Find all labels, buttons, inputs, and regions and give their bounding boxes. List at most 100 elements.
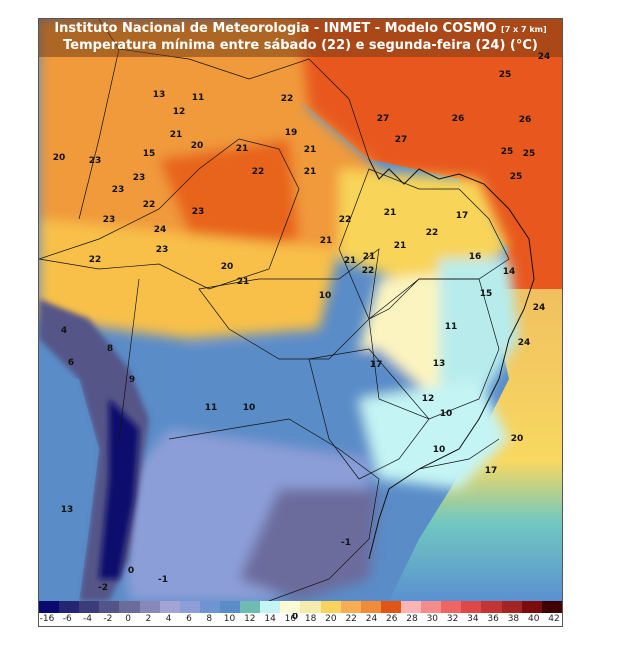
temperature-label: 23 [155,245,169,255]
colorbar-tick-label: 24 [365,614,378,624]
temperature-label: 10 [242,403,256,413]
colorbar-tick-label: 34 [467,614,479,624]
temperature-label: 13 [152,90,166,100]
colorbar-tick-label: 32 [446,614,459,624]
temperature-label: 25 [509,172,523,182]
colorbar-tick-label: -6 [62,614,72,624]
colorbar-tick-label: 2 [145,614,152,624]
colorbar-tick-label: 10 [223,614,236,624]
temperature-label: 23 [102,215,116,225]
temperature-label: 27 [394,135,408,145]
colorbar-swatch [119,601,140,613]
temperature-label: -2 [98,583,108,593]
temperature-label: 21 [319,236,333,246]
map-frame: Instituto Nacional de Meteorologia - INM… [38,18,563,627]
temperature-label: 20 [510,434,524,444]
colorbar-tick-label: 40 [527,614,540,624]
temperature-label: 9 [128,375,136,385]
colorbar-tick-label: 14 [264,614,276,624]
colorbar-swatch [320,601,341,613]
temperature-label: 6 [67,358,75,368]
temperature-label: 26 [518,115,532,125]
colorbar-tick-label: 8 [206,614,213,624]
colorbar-swatch [59,601,80,613]
colorbar-swatch [441,601,462,613]
temperature-label: 22 [280,94,294,104]
temperature-label: 21 [343,256,357,266]
temperature-label: 22 [142,200,156,210]
colorbar-swatch [99,601,120,613]
temperature-label: 23 [111,185,125,195]
colorbar-swatch [400,601,422,613]
temperature-label: 8 [106,344,114,354]
colorbar-swatch [501,601,522,613]
colorbar [39,601,562,613]
temperature-map [39,19,562,601]
temperature-label: 10 [432,445,446,455]
temperature-label: 24 [537,52,551,62]
temperature-label: 24 [153,225,167,235]
colorbar-tick-label: 22 [345,614,357,624]
atlantic-north [239,19,562,319]
temperature-label: 13 [60,505,74,515]
temperature-label: 10 [439,409,453,419]
colorbar-swatch [240,601,261,613]
temperature-label: 21 [303,145,317,155]
temperature-label: 20 [190,141,204,151]
temperature-label: 4 [60,326,68,336]
temperature-label: 10 [318,291,332,301]
colorbar-swatch [139,601,160,613]
map-resolution: [7 x 7 km] [501,25,547,34]
temperature-label: 12 [421,394,435,404]
colorbar-swatch [159,601,180,613]
temperature-label: 24 [517,338,531,348]
colorbar-swatch [380,601,401,613]
temperature-label: 25 [522,149,536,159]
colorbar-swatch [360,601,381,613]
colorbar-swatch [199,601,220,613]
colorbar-tick-label: 20 [325,614,337,624]
colorbar-swatch [541,601,562,613]
colorbar-tick-label: 4 [165,614,172,624]
temperature-label: 23 [191,207,205,217]
temperature-label: 20 [52,153,66,163]
colorbar-swatch [481,601,502,613]
temperature-label: 11 [204,403,218,413]
colorbar-swatch [39,601,60,613]
colorbar-tick-label: 36 [487,614,499,624]
temperature-label: 19 [284,128,298,138]
temperature-label: 22 [425,228,439,238]
temperature-label: 26 [451,114,465,124]
colorbar-swatch [461,601,482,613]
colorbar-tick-label: 42 [548,614,560,624]
temperature-label: 21 [169,130,183,140]
colorbar-tick-label: 0 [125,614,131,624]
colorbar-swatch [179,601,200,613]
atlantic-south [389,289,562,601]
temperature-label: 0 [291,612,299,622]
temperature-label: 17 [455,211,469,221]
temperature-label: 13 [432,359,446,369]
temperature-label: -1 [158,575,168,585]
temperature-label: 21 [303,167,317,177]
temperature-label: 11 [191,93,205,103]
temperature-label: 12 [172,107,186,117]
colorbar-swatch [79,601,100,613]
colorbar-tick-label: 26 [386,614,398,624]
temperature-label: 11 [444,322,458,332]
colorbar-swatch [280,601,301,613]
temperature-label: 22 [338,215,352,225]
temperature-label: 17 [369,360,383,370]
temperature-label: 15 [142,149,156,159]
colorbar-tick-label: 30 [426,614,439,624]
temperature-label: 23 [132,173,146,183]
colorbar-tick-label: 16 [284,614,297,624]
temperature-label: 21 [236,277,250,287]
temperature-label: 14 [502,267,516,277]
colorbar-swatch [260,601,281,613]
temperature-label: 20 [220,262,234,272]
temperature-label: -1 [341,538,351,548]
temperature-label: 23 [88,156,102,166]
colorbar-tick-label: -4 [83,614,93,624]
temperature-label: 21 [383,208,397,218]
